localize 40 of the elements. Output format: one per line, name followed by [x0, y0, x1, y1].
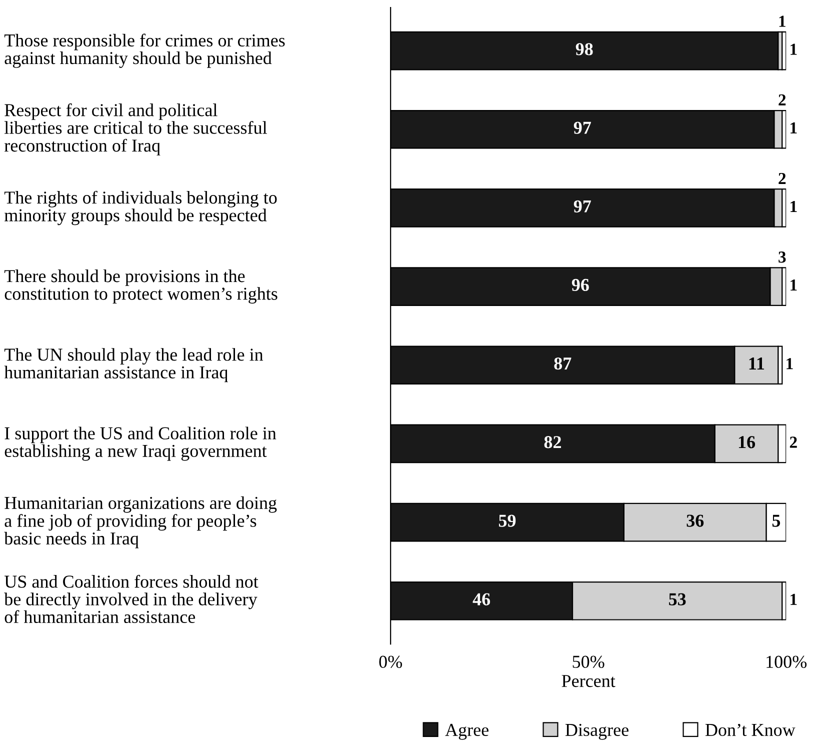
data-label: 5	[772, 514, 780, 527]
data-label: 2	[778, 94, 786, 106]
x-axis-title: Percent	[562, 675, 616, 688]
y-tick-label: Those responsible for crimes or crimes against humanity should be punished	[4, 34, 285, 68]
y-tick-label: I support the US and Coalition role in establishing a new Iraqi government	[4, 426, 276, 461]
data-label: 1	[779, 16, 786, 27]
data-label: 87	[554, 357, 572, 370]
data-label: 59	[498, 514, 516, 527]
legend-label: Don’t Know	[705, 724, 796, 736]
data-label: 16	[738, 436, 756, 448]
y-tick-label: Humanitarian organizations are doing a fine job of providing for people’s basic needs in Iraq	[4, 496, 277, 548]
y-tick-label: US and Coalition forces should not be directly involved in the delivery of humanitarian assistance	[4, 574, 258, 624]
data-label: 46	[472, 593, 490, 606]
y-tick-label: There should be provisions in the constitution to protect women’s rights	[4, 270, 278, 304]
legend-label: Disagree	[565, 724, 628, 740]
data-label: 97	[574, 200, 591, 212]
data-label: 2	[778, 172, 786, 184]
legend-label: Agree	[445, 724, 488, 740]
data-label: 82	[544, 436, 561, 448]
data-label: 53	[669, 593, 686, 606]
x-tick-label: 0%	[379, 656, 402, 668]
data-label: 11	[749, 358, 764, 370]
x-tick-label: 50%	[572, 656, 604, 668]
y-tick-label: Respect for civil and political liberties are critical to the successful reconstruction of Iraq	[4, 103, 267, 156]
bar	[782, 31, 786, 70]
data-label: 3	[778, 252, 786, 263]
y-tick-label: The UN should play the lead role in humanitarian assistance in Iraq	[4, 348, 264, 382]
data-label: 98	[576, 43, 593, 56]
data-label: 1	[790, 44, 797, 55]
data-label: 1	[790, 594, 797, 605]
data-label: 97	[574, 122, 591, 134]
data-label: 1	[790, 122, 797, 134]
data-label: 1	[790, 280, 797, 291]
data-label: 1	[786, 358, 793, 370]
data-label: 1	[790, 200, 797, 212]
data-label: 2	[790, 436, 797, 448]
data-label: 96	[572, 278, 589, 292]
data-label: 36	[686, 514, 704, 527]
y-tick-label: The rights of individuals belonging to minority groups should be respected	[4, 190, 277, 226]
x-tick-label: 100%	[766, 656, 807, 668]
